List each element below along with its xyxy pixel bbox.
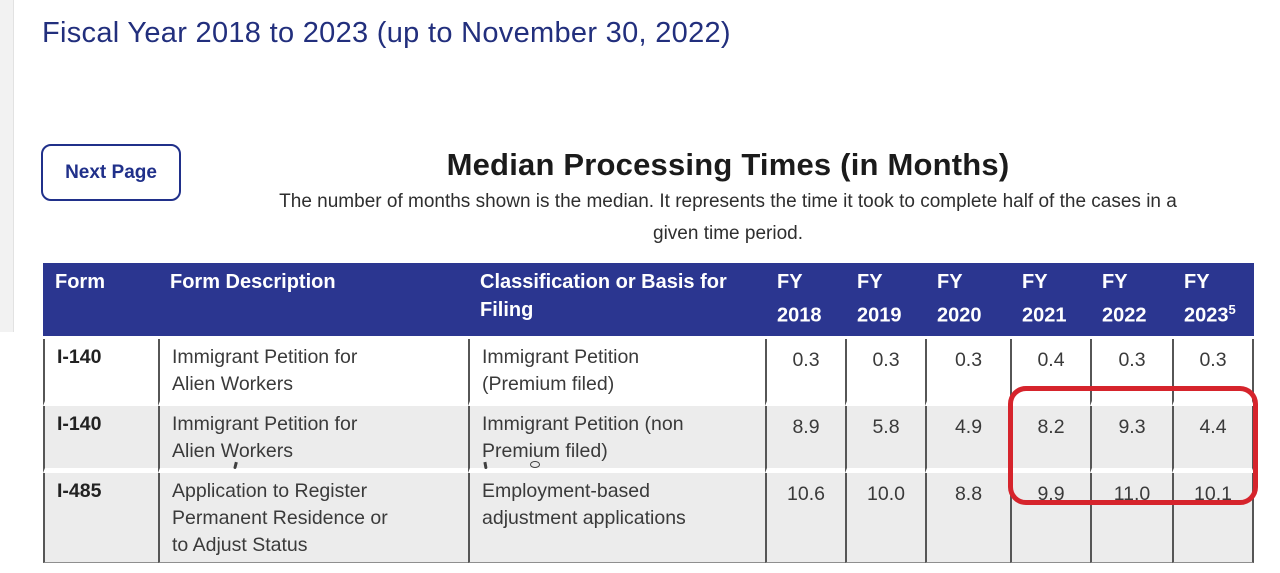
classification-text: Employment-based adjustment applications xyxy=(482,479,686,529)
cell-form-number: I-485 xyxy=(43,472,158,563)
table-row: I-140 Immigrant Petition for Alien Worker… xyxy=(43,405,1254,473)
cell-form-number: I-140 xyxy=(43,405,158,473)
cell-median-months: 8.8 xyxy=(925,472,1010,563)
column-header-form: Form xyxy=(43,263,158,339)
cell-median-months: 10.1 xyxy=(1172,472,1254,563)
classification-text: Immigrant Petition (Premium filed) xyxy=(482,345,640,395)
cell-form-description: Application to Register Permanent Reside… xyxy=(158,472,468,563)
table-heading-block: Median Processing Times (in Months) The … xyxy=(176,147,1280,250)
page-title: Fiscal Year 2018 to 2023 (up to November… xyxy=(42,17,731,49)
cell-form-description: Immigrant Petition for Alien Workers xyxy=(158,338,468,406)
processing-times-table-wrap: Form Form Description Classification or … xyxy=(43,263,1254,563)
cell-median-months: 10.6 xyxy=(765,472,845,563)
cell-median-months: 0.3 xyxy=(845,338,925,406)
subtitle-line-2: given time period. xyxy=(653,223,803,244)
column-header-fy-2019: FY 2019 xyxy=(845,263,925,339)
cell-median-months: 8.9 xyxy=(765,405,845,473)
column-header-fy-2018: FY 2018 xyxy=(765,263,845,339)
cell-median-months: 10.0 xyxy=(845,472,925,563)
fy-label: FY 2020 xyxy=(937,271,982,327)
page-edge-strip xyxy=(0,0,14,332)
table-subtitle: The number of months shown is the median… xyxy=(176,186,1280,250)
form-description-text: Immigrant Petition for Alien Workers xyxy=(172,412,358,462)
cell-median-months: 0.3 xyxy=(1090,338,1172,406)
cell-classification: Immigrant Petition (Premium filed) xyxy=(468,338,765,406)
cell-form-description: Immigrant Petition for Alien Workers xyxy=(158,405,468,473)
cell-median-months: 4.4 xyxy=(1172,405,1254,473)
classification-text: Immigrant Petition (non Premium filed) xyxy=(482,412,684,462)
cell-median-months: 8.2 xyxy=(1010,405,1090,473)
cell-median-months: 11.0 xyxy=(1090,472,1172,563)
table-row: I-485 Application to Register Permanent R… xyxy=(43,472,1254,563)
form-description-text: Immigrant Petition for Alien Workers xyxy=(172,345,358,395)
cell-classification: Employment-based adjustment applications xyxy=(468,472,765,563)
subtitle-line-1: The number of months shown is the median… xyxy=(279,191,1177,212)
fy-label: FY 2018 xyxy=(777,271,822,327)
table-row: I-140 Immigrant Petition for Alien Worker… xyxy=(43,338,1254,406)
fy-footnote-marker: 5 xyxy=(1228,302,1236,317)
column-header-fy-2023: FY 20235 xyxy=(1172,263,1254,339)
column-header-fy-2022: FY 2022 xyxy=(1090,263,1172,339)
cell-classification: Immigrant Petition (non Premium filed) xyxy=(468,405,765,473)
table-heading: Median Processing Times (in Months) xyxy=(446,147,1010,182)
form-description-text: Application to Register Permanent Reside… xyxy=(172,479,388,556)
column-header-classification: Classification or Basis for Filing xyxy=(468,263,765,339)
table-header-row: Form Form Description Classification or … xyxy=(43,263,1254,339)
cell-median-months: 0.3 xyxy=(925,338,1010,406)
next-page-button[interactable]: Next Page xyxy=(41,144,181,201)
cell-median-months: 0.3 xyxy=(1172,338,1254,406)
fy-label: FY 2023 xyxy=(1184,271,1229,327)
fy-label: FY 2019 xyxy=(857,271,902,327)
cell-form-number: I-140 xyxy=(43,338,158,406)
processing-times-table: Form Form Description Classification or … xyxy=(43,263,1254,563)
cell-median-months: 9.3 xyxy=(1090,405,1172,473)
column-header-description: Form Description xyxy=(158,263,468,339)
fy-label: FY 2021 xyxy=(1022,271,1067,327)
fy-label: FY 2022 xyxy=(1102,271,1147,327)
cell-median-months: 9.9 xyxy=(1010,472,1090,563)
cell-median-months: 0.3 xyxy=(765,338,845,406)
cell-median-months: 5.8 xyxy=(845,405,925,473)
column-header-fy-2020: FY 2020 xyxy=(925,263,1010,339)
column-header-fy-2021: FY 2021 xyxy=(1010,263,1090,339)
cell-median-months: 0.4 xyxy=(1010,338,1090,406)
cell-median-months: 4.9 xyxy=(925,405,1010,473)
